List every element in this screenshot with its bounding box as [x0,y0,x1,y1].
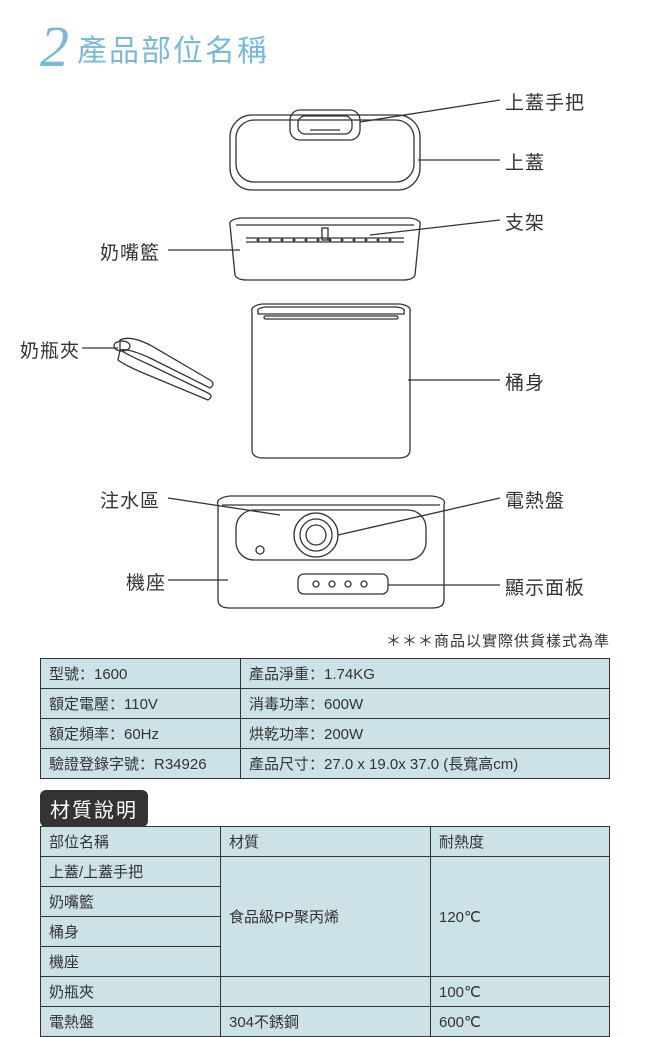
table-row: 奶瓶夾 100℃ [41,977,610,1007]
table-row: 驗證登錄字號：R34926 產品尺寸：27.0 x 19.0x 37.0 (長寬… [41,749,610,779]
mat-header: 耐熱度 [431,827,610,857]
mat-part: 桶身 [41,917,221,947]
mat-temp: 100℃ [431,977,610,1007]
label-heating-plate: 電熱盤 [505,486,565,513]
section-number: 2 [40,18,69,76]
label-nipple-basket: 奶嘴籃 [100,238,160,265]
table-row: 額定電壓：110V 消毒功率：600W [41,689,610,719]
material-heading: 材質說明 [40,790,148,827]
label-body: 桶身 [505,368,545,395]
label-lid-handle: 上蓋手把 [505,88,585,115]
footnote: ＊＊＊商品以實際供貨樣式為準 [386,630,610,651]
mat-part: 奶瓶夾 [41,977,221,1007]
spec-cell: 消毒功率：600W [241,689,610,719]
section-header: 2 產品部位名稱 [40,18,269,76]
mat-part: 奶嘴籃 [41,887,221,917]
spec-cell: 產品淨重：1.74KG [241,659,610,689]
spec-cell: 烘乾功率：200W [241,719,610,749]
spec-cell: 驗證登錄字號：R34926 [41,749,241,779]
spec-cell: 額定頻率：60Hz [41,719,241,749]
label-lid: 上蓋 [505,148,545,175]
mat-material [221,977,431,1007]
mat-part: 上蓋/上蓋手把 [41,857,221,887]
mat-temp: 600℃ [431,1007,610,1037]
spec-table: 型號：1600 產品淨重：1.74KG 額定電壓：110V 消毒功率：600W … [40,658,610,779]
table-row: 型號：1600 產品淨重：1.74KG [41,659,610,689]
material-table: 部位名稱 材質 耐熱度 上蓋/上蓋手把 食品級PP聚丙烯 120℃ 奶嘴籃 桶身… [40,826,610,1037]
spec-cell: 產品尺寸：27.0 x 19.0x 37.0 (長寬高cm) [241,749,610,779]
table-row: 部位名稱 材質 耐熱度 [41,827,610,857]
mat-header: 材質 [221,827,431,857]
label-display-panel: 顯示面板 [505,573,585,600]
mat-material: 304不銹鋼 [221,1007,431,1037]
mat-part: 機座 [41,947,221,977]
table-row: 上蓋/上蓋手把 食品級PP聚丙烯 120℃ [41,857,610,887]
table-row: 電熱盤 304不銹鋼 600℃ [41,1007,610,1037]
exploded-diagram: 上蓋手把 上蓋 支架 奶嘴籃 奶瓶夾 桶身 注水區 電熱盤 機座 顯示面板 [0,80,650,620]
label-rack: 支架 [505,208,545,235]
mat-material: 食品級PP聚丙烯 [221,857,431,977]
table-row: 額定頻率：60Hz 烘乾功率：200W [41,719,610,749]
label-base: 機座 [126,568,166,595]
spec-cell: 額定電壓：110V [41,689,241,719]
spec-cell: 型號：1600 [41,659,241,689]
mat-temp: 120℃ [431,857,610,977]
mat-header: 部位名稱 [41,827,221,857]
label-water-area: 注水區 [100,486,160,513]
mat-part: 電熱盤 [41,1007,221,1037]
label-tongs: 奶瓶夾 [20,336,80,363]
section-title: 產品部位名稱 [77,34,269,76]
